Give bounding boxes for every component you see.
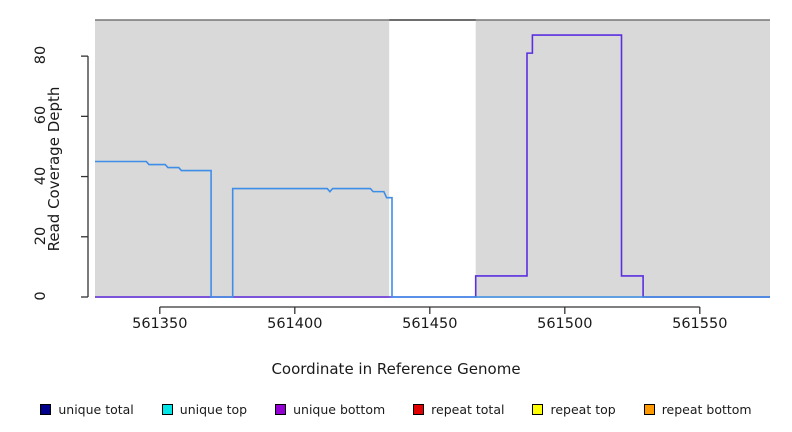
x-tick-label-561350: 561350: [132, 316, 188, 332]
legend: unique total unique top unique bottom repea…: [0, 398, 792, 420]
legend-item-repeat-bottom[interactable]: repeat bottom: [643, 401, 752, 417]
legend-item-unique-total[interactable]: unique total: [40, 401, 134, 417]
x-axis-title: Coordinate in Reference Genome: [271, 360, 521, 378]
legend-label: unique total: [58, 401, 134, 417]
legend-label: repeat total: [431, 401, 505, 417]
legend-swatch-icon-unique-bottom: [275, 403, 287, 415]
legend-swatch-icon-repeat-total: [413, 403, 425, 415]
legend-label: repeat top: [550, 401, 616, 417]
legend-swatch-icon-unique-top: [161, 403, 173, 415]
legend-label: repeat bottom: [661, 401, 752, 417]
legend-item-repeat-top[interactable]: repeat top: [532, 401, 616, 417]
legend-label: unique top: [179, 401, 248, 417]
legend-item-unique-bottom[interactable]: unique bottom: [275, 402, 385, 417]
x-tick-label-561550: 561550: [672, 316, 728, 332]
series-line-unique-total: [95, 160, 770, 298]
legend-swatch-icon-unique-total: [40, 403, 52, 415]
plot-region-repeat-region-left: [95, 20, 390, 298]
plot-region-unshaded-gap: [389, 20, 476, 298]
legend-label: unique bottom: [293, 401, 386, 417]
x-tick-label-561450: 561450: [402, 316, 458, 332]
x-tick-label-561400: 561400: [267, 316, 323, 332]
x-tick-label-561500: 561500: [537, 316, 593, 332]
plot-region-repeat-region-right: [475, 20, 770, 298]
legend-swatch-icon-repeat-top: [532, 403, 544, 415]
legend-item-unique-top[interactable]: unique top: [161, 401, 248, 417]
series-line-unique-bottom: [95, 34, 770, 298]
legend-swatch-icon-repeat-bottom: [643, 403, 655, 415]
legend-item-repeat-total[interactable]: repeat total: [413, 402, 504, 417]
